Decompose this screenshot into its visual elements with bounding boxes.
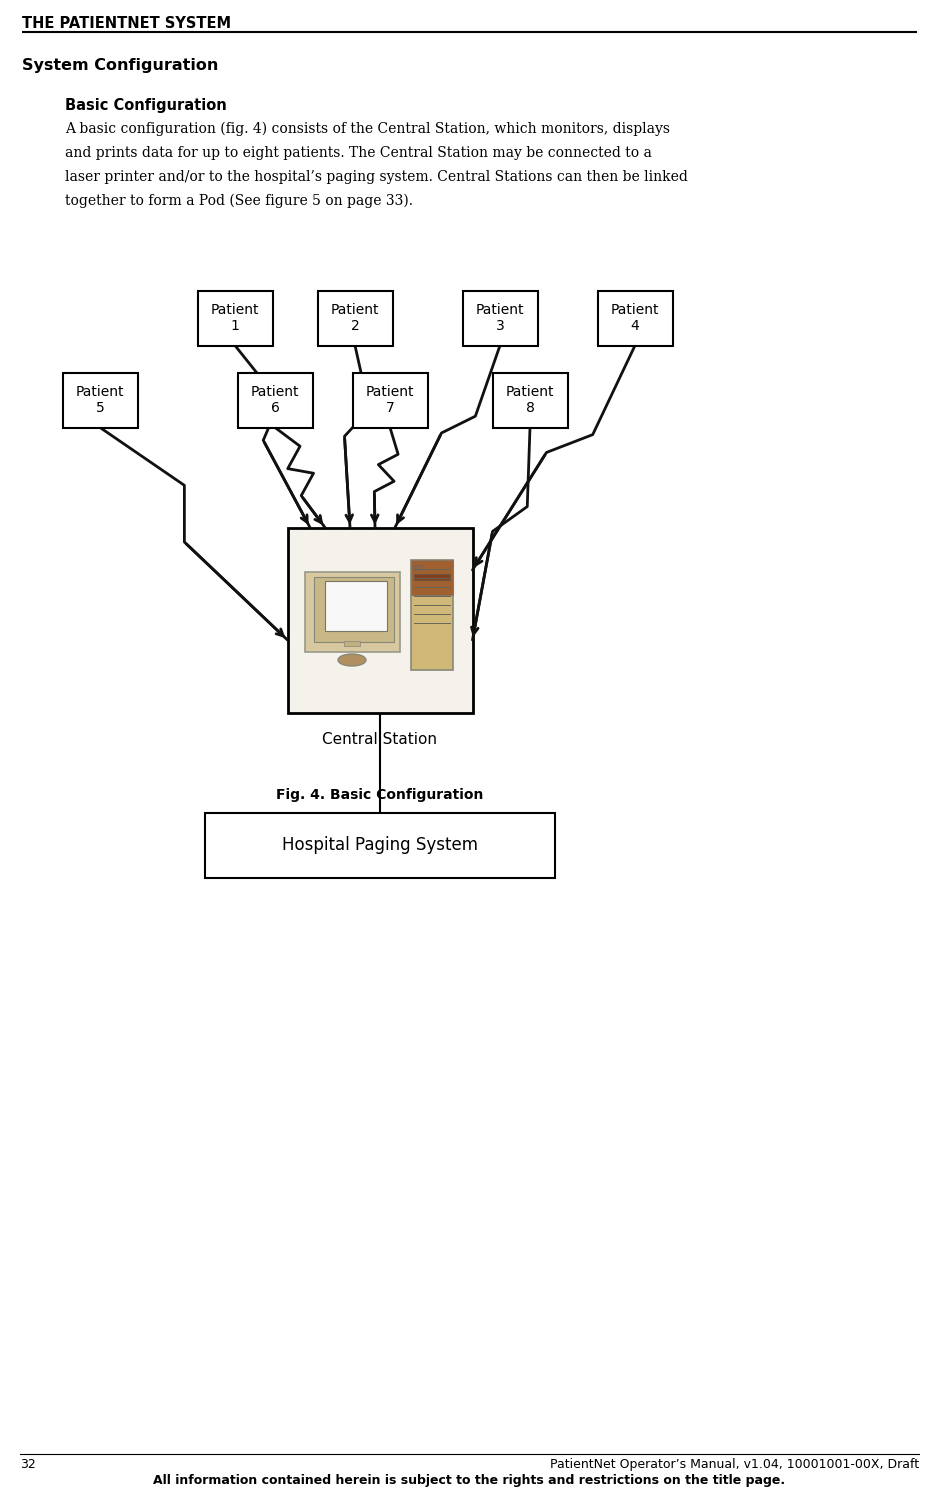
Text: Patient
2: Patient 2 [331,304,379,333]
Bar [317,290,393,345]
Bar [597,290,672,345]
Bar [314,576,394,641]
Bar [411,559,453,670]
Text: and prints data for up to eight patients. The Central Station may be connected t: and prints data for up to eight patients… [65,146,652,161]
Ellipse shape [338,655,366,667]
Text: Patient
7: Patient 7 [366,385,414,415]
Text: Central Station: Central Station [322,732,438,747]
Text: PatientNet Operator’s Manual, v1.04, 10001001-00X, Draft: PatientNet Operator’s Manual, v1.04, 100… [550,1458,919,1472]
Text: Fig. 4. Basic Configuration: Fig. 4. Basic Configuration [276,787,484,802]
Bar [197,290,272,345]
Bar [492,372,567,427]
Text: System Configuration: System Configuration [22,58,219,73]
Text: Basic Configuration: Basic Configuration [65,98,226,113]
Bar [325,580,387,631]
Text: Patient
4: Patient 4 [610,304,659,333]
Text: Patient
1: Patient 1 [210,304,259,333]
Text: laser printer and/or to the hospital’s paging system. Central Stations can then : laser printer and/or to the hospital’s p… [65,170,688,185]
Bar [63,372,137,427]
Bar [463,290,537,345]
Bar [414,565,422,570]
Text: Patient
3: Patient 3 [476,304,524,333]
Text: together to form a Pod (See figure 5 on page 33).: together to form a Pod (See figure 5 on … [65,193,413,208]
Text: Patient
5: Patient 5 [76,385,124,415]
Bar [205,812,555,878]
Text: All information contained herein is subject to the rights and restrictions on th: All information contained herein is subj… [153,1475,785,1487]
Bar [287,528,472,713]
Bar [304,571,399,652]
Text: THE PATIENTNET SYSTEM: THE PATIENTNET SYSTEM [22,16,231,31]
Text: Patient
6: Patient 6 [251,385,300,415]
Bar [414,574,450,580]
Bar [344,641,360,646]
Bar [352,372,427,427]
Text: 32: 32 [20,1458,36,1472]
Bar [238,372,313,427]
Bar [411,559,453,595]
Text: Hospital Paging System: Hospital Paging System [282,836,478,854]
Text: A basic configuration (fig. 4) consists of the Central Station, which monitors, : A basic configuration (fig. 4) consists … [65,122,670,137]
Text: Patient
8: Patient 8 [506,385,554,415]
